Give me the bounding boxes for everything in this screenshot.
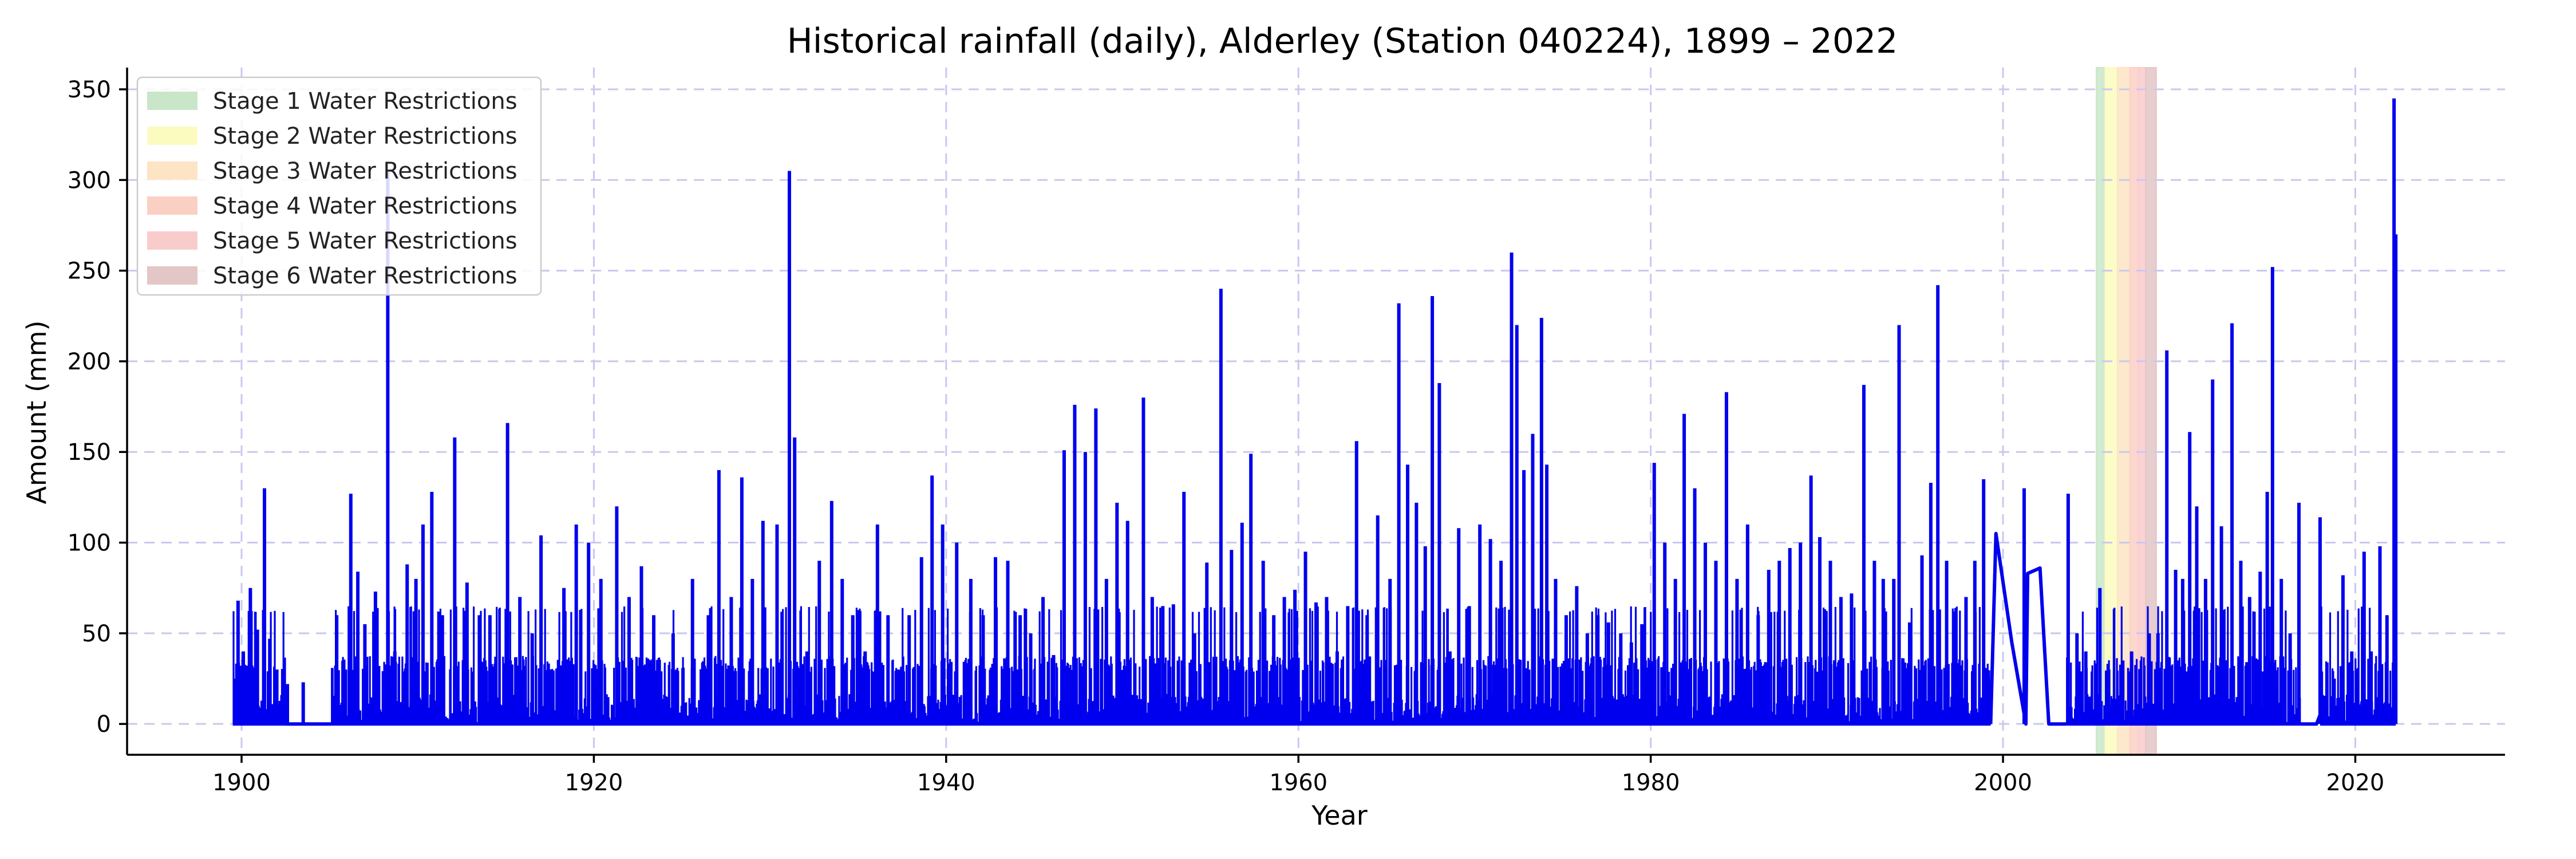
y-tick-label: 300 — [68, 167, 111, 194]
x-tick-label: 2020 — [2326, 770, 2385, 796]
y-tick-label: 0 — [97, 711, 111, 738]
x-tick-label: 1920 — [565, 770, 623, 796]
y-axis-label: Amount (mm) — [21, 321, 52, 505]
legend-swatch-stage-2 — [147, 127, 197, 145]
legend-label-stage-4: Stage 4 Water Restrictions — [213, 193, 517, 219]
y-tick-label: 50 — [82, 621, 111, 647]
restriction-band-stage-2 — [2104, 67, 2119, 755]
x-axis-label: Year — [1311, 800, 1367, 831]
legend-label-stage-5: Stage 5 Water Restrictions — [213, 228, 517, 254]
y-tick-label: 250 — [68, 258, 111, 285]
y-tick-label: 150 — [68, 439, 111, 466]
x-tick-label: 2000 — [1974, 770, 2032, 796]
restriction-band-stage-3 — [2117, 67, 2131, 755]
legend-swatch-stage-5 — [147, 231, 197, 250]
y-tick-label: 200 — [68, 349, 111, 375]
x-tick-label: 1900 — [212, 770, 271, 796]
legend-swatch-stage-4 — [147, 196, 197, 215]
rainfall-gap-line — [2301, 714, 2322, 726]
legend-label-stage-6: Stage 6 Water Restrictions — [213, 263, 517, 289]
legend-swatch-stage-1 — [147, 92, 197, 110]
legend-label-stage-3: Stage 3 Water Restrictions — [213, 158, 517, 184]
x-tick-label: 1980 — [1622, 770, 1680, 796]
chart-title: Historical rainfall (daily), Alderley (S… — [787, 21, 1898, 61]
rainfall-series — [232, 98, 2398, 726]
y-tick-label: 100 — [68, 530, 111, 557]
legend-box — [136, 76, 542, 296]
x-tick-label: 1940 — [917, 770, 975, 796]
rainfall-gap-line — [1989, 531, 2067, 726]
rainfall-texture — [232, 606, 2396, 724]
y-tick-label: 350 — [68, 77, 111, 103]
legend-swatch-stage-6 — [147, 266, 197, 285]
legend-label-stage-2: Stage 2 Water Restrictions — [213, 123, 517, 149]
legend-swatch-stage-3 — [147, 161, 197, 180]
legend: Stage 1 Water Restrictions Stage 2 Water … — [136, 76, 542, 296]
x-tick-label: 1960 — [1269, 770, 1327, 796]
legend-label-stage-1: Stage 1 Water Restrictions — [213, 88, 517, 115]
axes: 1900 1920 1940 1960 1980 2000 2020 0 50 100 150 200… — [68, 68, 2505, 796]
restriction-bands — [2096, 67, 2157, 755]
restriction-band-stage-5 — [2138, 67, 2147, 755]
